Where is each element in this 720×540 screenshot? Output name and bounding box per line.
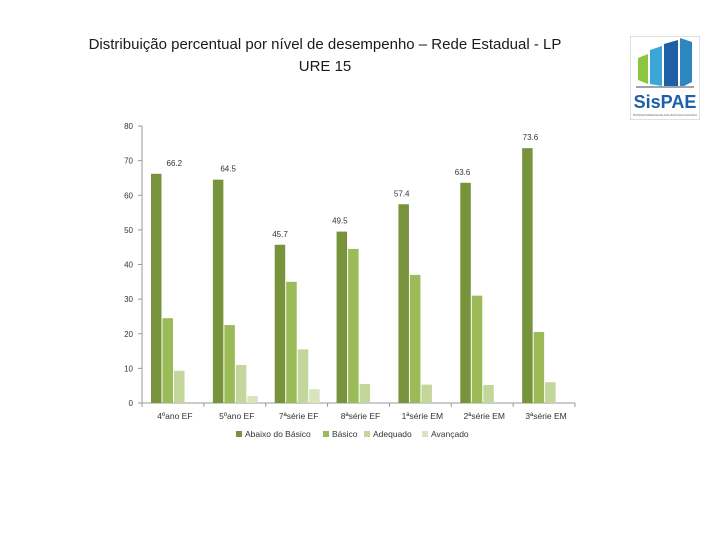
x-category-label: 8ªsérie EF <box>341 411 381 421</box>
bar-adequado <box>359 383 371 403</box>
bar-básico <box>286 281 297 403</box>
bar-básico <box>471 295 483 403</box>
x-category-label: 4ºano EF <box>157 411 192 421</box>
bar-adequado <box>297 349 309 403</box>
x-category-label: 7ªsérie EF <box>279 411 319 421</box>
legend-swatch <box>323 431 329 437</box>
bar-abaixo-do-básico <box>274 244 286 403</box>
y-tick-label: 80 <box>124 122 133 131</box>
bar-básico <box>224 325 235 403</box>
bar-básico <box>533 332 545 403</box>
bar-abaixo-do-básico <box>460 182 471 403</box>
y-tick-label: 30 <box>124 295 133 304</box>
bar-adequado <box>174 370 185 403</box>
chart-title-line2: URE 15 <box>298 58 352 75</box>
y-tick-label: 40 <box>124 261 133 270</box>
bar-abaixo-do-básico <box>522 148 533 403</box>
y-tick-label: 0 <box>129 399 134 408</box>
data-label: 66.2 <box>167 159 183 168</box>
y-tick-label: 60 <box>124 191 133 200</box>
data-label: 57.4 <box>394 189 410 198</box>
bar-avançado <box>247 396 258 403</box>
bar-adequado <box>483 384 494 403</box>
legend-label: Avançado <box>431 429 469 439</box>
bar-abaixo-do-básico <box>336 231 348 403</box>
bar-adequado <box>545 382 556 403</box>
legend-swatch <box>422 431 428 437</box>
bar-avançado <box>309 389 320 403</box>
x-category-label: 2ªsérie EM <box>464 411 505 421</box>
bar-abaixo-do-básico <box>398 204 409 403</box>
legend-swatch <box>364 431 370 437</box>
legend-label: Abaixo do Básico <box>245 429 311 439</box>
bar-básico <box>162 318 173 403</box>
y-tick-label: 10 <box>124 364 133 373</box>
logo-subtitle: SISTEMA PARAENSE DE AVALIAÇÃO EDUCACIONA… <box>633 112 698 117</box>
data-label: 63.6 <box>455 168 471 177</box>
bar-abaixo-do-básico <box>151 173 162 403</box>
y-tick-label: 70 <box>124 157 133 166</box>
y-tick-label: 20 <box>124 330 133 339</box>
bar-abaixo-do-básico <box>212 179 224 403</box>
x-category-label: 5ºano EF <box>219 411 254 421</box>
bar-adequado <box>421 384 432 403</box>
legend-label: Adequado <box>373 429 412 439</box>
bar-básico <box>409 274 421 403</box>
chart-title: Distribuição percentual por nível de des… <box>40 34 610 78</box>
bar-básico <box>348 248 359 403</box>
legend-label: Básico <box>332 429 358 439</box>
data-label: 64.5 <box>220 165 236 174</box>
sispae-logo: SisPAE SISTEMA PARAENSE DE AVALIAÇÃO EDU… <box>630 36 700 120</box>
chart-title-line1: Distribuição percentual por nível de des… <box>88 36 562 53</box>
y-tick-label: 50 <box>124 226 133 235</box>
legend-swatch <box>236 431 242 437</box>
data-label: 73.6 <box>523 133 539 142</box>
logo-text: SisPAE <box>634 92 697 112</box>
x-category-label: 3ªsérie EM <box>525 411 566 421</box>
data-label: 49.5 <box>332 217 348 226</box>
x-category-label: 1ªsérie EM <box>402 411 443 421</box>
data-label: 45.7 <box>272 230 288 239</box>
bar-adequado <box>235 364 247 403</box>
